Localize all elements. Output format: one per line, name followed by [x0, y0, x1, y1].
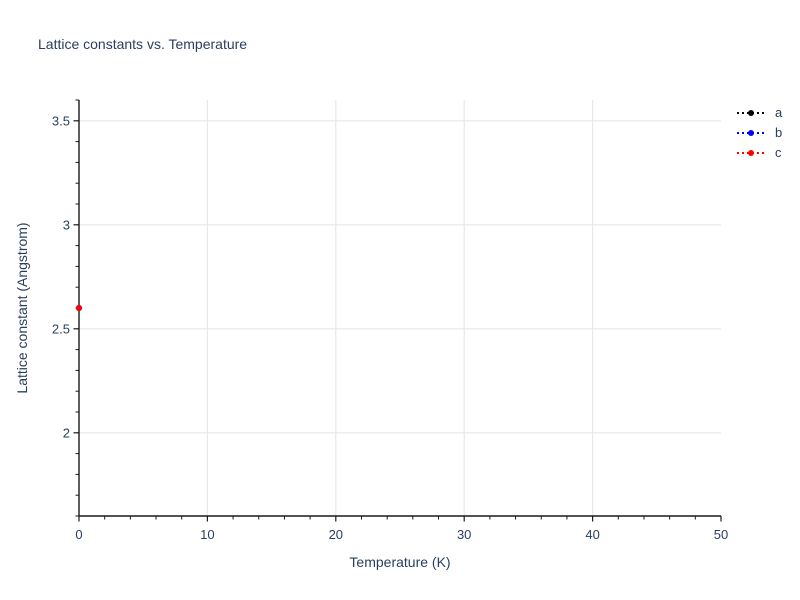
y-tick-label: 2.5	[52, 321, 70, 336]
legend: a b c	[736, 103, 782, 163]
y-tick-label: 3.5	[52, 113, 70, 128]
x-tick-label: 0	[75, 527, 82, 542]
data-point-c[interactable]	[76, 305, 82, 311]
legend-item-c[interactable]: c	[736, 143, 782, 163]
legend-item-b[interactable]: b	[736, 123, 782, 143]
legend-label-c: c	[775, 145, 782, 160]
chart-title: Lattice constants vs. Temperature	[38, 36, 248, 52]
x-tick-label: 40	[585, 527, 599, 542]
legend-label-b: b	[775, 125, 783, 140]
x-tick-label: 10	[200, 527, 214, 542]
x-tick-label: 50	[714, 527, 728, 542]
y-tick-label: 3	[63, 217, 70, 232]
legend-marker-c-icon	[737, 150, 765, 156]
x-tick-label: 20	[329, 527, 343, 542]
x-axis-title: Temperature (K)	[349, 554, 451, 570]
x-tick-label: 30	[457, 527, 471, 542]
y-tick-label: 2	[63, 425, 70, 440]
legend-marker-b-icon	[737, 130, 765, 136]
legend-marker-a-icon	[737, 110, 765, 116]
legend-item-a[interactable]: a	[736, 103, 782, 123]
legend-label-a: a	[775, 105, 783, 120]
y-axis-title: Lattice constant (Angstrom)	[14, 222, 30, 394]
